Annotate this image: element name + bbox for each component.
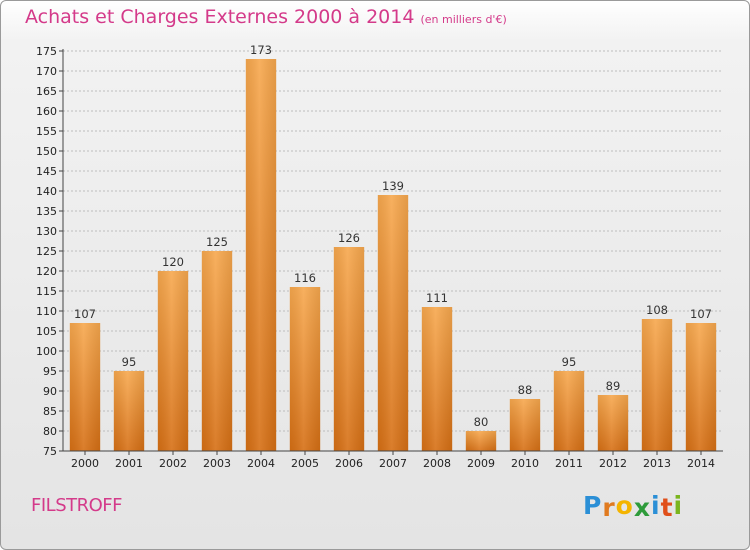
bar-value-label: 95	[562, 355, 577, 369]
y-tick-label: 160	[36, 105, 57, 118]
bar-shading	[333, 247, 365, 451]
bar-value-label: 125	[206, 235, 228, 249]
bar-value-label: 108	[646, 303, 668, 317]
y-tick-label: 155	[36, 125, 57, 138]
y-tick-label: 75	[43, 445, 57, 458]
bar-shading	[289, 287, 321, 451]
x-tick-label: 2002	[159, 457, 187, 470]
bar-value-label: 173	[250, 43, 272, 57]
bar-value-label: 107	[690, 307, 712, 321]
y-tick-label: 95	[43, 365, 57, 378]
y-tick-label: 110	[36, 305, 57, 318]
bar-shading	[509, 399, 541, 451]
y-tick-label: 90	[43, 385, 57, 398]
chart-title: Achats et Charges Externes 2000 à 2014 (e…	[25, 6, 507, 28]
bar-value-label: 116	[294, 271, 316, 285]
logo-letter: P	[583, 491, 603, 520]
x-tick-label: 2009	[467, 457, 495, 470]
y-tick-label: 145	[36, 165, 57, 178]
logo-letter: i	[651, 491, 661, 520]
proxiti-logo: Proxiti	[583, 491, 684, 522]
bar-shading	[465, 431, 497, 451]
location-name: FILSTROFF	[31, 495, 123, 516]
bar-shading	[113, 371, 145, 451]
bar-shading	[553, 371, 585, 451]
bar-value-label: 120	[162, 255, 184, 269]
y-tick-label: 85	[43, 405, 57, 418]
logo-letter: o	[615, 491, 634, 520]
y-tick-label: 140	[36, 185, 57, 198]
y-tick-label: 105	[36, 325, 57, 338]
bar-shading	[69, 323, 101, 451]
logo-letter: t	[660, 493, 674, 522]
logo-letter: r	[602, 493, 616, 522]
bar-value-label: 107	[74, 307, 96, 321]
x-tick-label: 2010	[511, 457, 539, 470]
bar-shading	[377, 195, 409, 451]
bar-shading	[245, 59, 277, 451]
x-tick-label: 2008	[423, 457, 451, 470]
bar-value-label: 89	[606, 379, 621, 393]
y-tick-label: 175	[36, 45, 57, 58]
bar-shading	[201, 251, 233, 451]
bar-value-label: 126	[338, 231, 360, 245]
x-tick-label: 2007	[379, 457, 407, 470]
bar-value-label: 80	[474, 415, 489, 429]
bar-value-label: 111	[426, 291, 448, 305]
x-tick-label: 2004	[247, 457, 275, 470]
chart-title-text: Achats et Charges Externes 2000 à 2014	[25, 6, 415, 28]
y-tick-label: 135	[36, 205, 57, 218]
y-tick-label: 170	[36, 65, 57, 78]
axes	[59, 49, 723, 455]
x-tick-label: 2000	[71, 457, 99, 470]
x-tick-label: 2001	[115, 457, 143, 470]
y-tick-label: 165	[36, 85, 57, 98]
x-tick-label: 2012	[599, 457, 627, 470]
y-tick-label: 150	[36, 145, 57, 158]
logo-letter: x	[633, 493, 651, 522]
y-tick-label: 130	[36, 225, 57, 238]
x-tick-label: 2014	[687, 457, 715, 470]
bar-value-label: 95	[122, 355, 137, 369]
y-tick-label: 125	[36, 245, 57, 258]
chart-subtitle: (en milliers d'€)	[420, 13, 507, 26]
bar-shading	[641, 319, 673, 451]
y-tick-label: 120	[36, 265, 57, 278]
bar-shading	[421, 307, 453, 451]
x-tick-label: 2013	[643, 457, 671, 470]
bar-shading	[597, 395, 629, 451]
x-tick-label: 2011	[555, 457, 583, 470]
bars	[69, 59, 717, 451]
y-tick-label: 100	[36, 345, 57, 358]
x-tick-label: 2003	[203, 457, 231, 470]
x-tick-label: 2006	[335, 457, 363, 470]
bar-shading	[157, 271, 189, 451]
bar-shading	[685, 323, 717, 451]
x-tick-label: 2005	[291, 457, 319, 470]
y-tick-label: 80	[43, 425, 57, 438]
bar-value-label: 88	[518, 383, 533, 397]
y-tick-label: 115	[36, 285, 57, 298]
labels: 75 80 85 90 95 100 105 110 115 120 125 130 135 140 145…	[36, 43, 715, 470]
logo-letter: i	[673, 491, 684, 520]
bar-value-label: 139	[382, 179, 404, 193]
